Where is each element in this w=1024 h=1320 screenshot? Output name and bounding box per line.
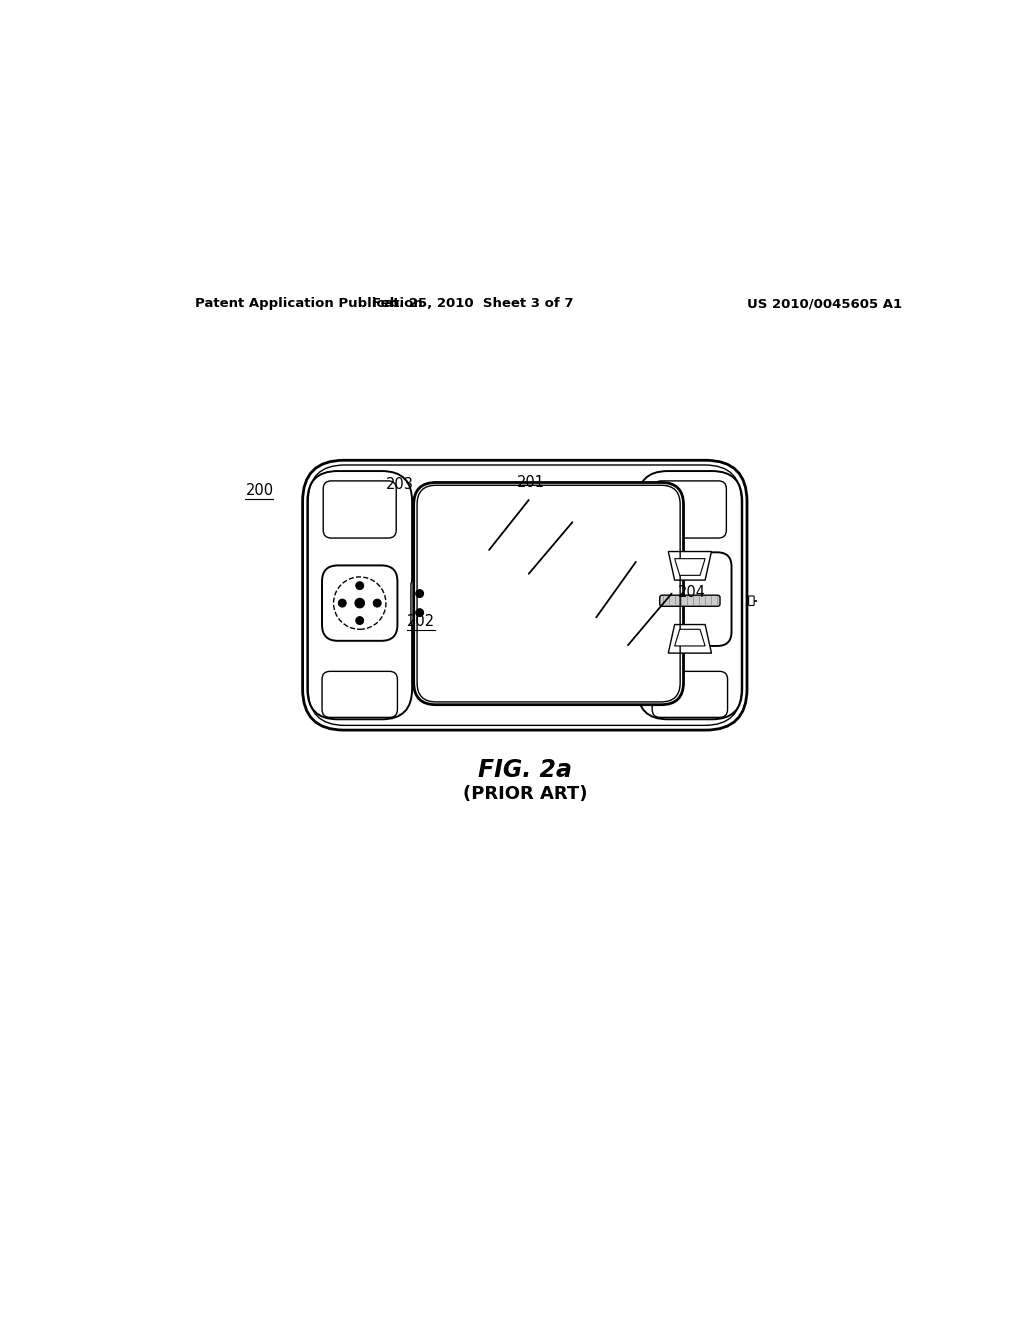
FancyBboxPatch shape (322, 565, 397, 640)
Text: Feb. 25, 2010  Sheet 3 of 7: Feb. 25, 2010 Sheet 3 of 7 (373, 297, 574, 310)
Text: (PRIOR ART): (PRIOR ART) (463, 784, 587, 803)
FancyBboxPatch shape (749, 595, 754, 606)
Circle shape (355, 616, 364, 624)
Polygon shape (669, 624, 712, 653)
Polygon shape (675, 558, 706, 576)
Polygon shape (675, 630, 706, 645)
FancyBboxPatch shape (653, 480, 726, 539)
FancyBboxPatch shape (411, 577, 428, 628)
FancyBboxPatch shape (303, 461, 748, 730)
Circle shape (355, 582, 364, 590)
Text: US 2010/0045605 A1: US 2010/0045605 A1 (748, 297, 902, 310)
Text: 201: 201 (517, 475, 545, 491)
Text: 200: 200 (246, 483, 273, 498)
Circle shape (416, 609, 424, 616)
FancyBboxPatch shape (322, 672, 397, 717)
Text: 202: 202 (408, 614, 435, 628)
FancyBboxPatch shape (652, 672, 728, 717)
FancyBboxPatch shape (414, 483, 684, 705)
Text: FIG. 2a: FIG. 2a (478, 758, 571, 781)
Circle shape (416, 590, 424, 598)
FancyBboxPatch shape (324, 480, 396, 539)
Text: 203: 203 (386, 477, 414, 492)
Polygon shape (669, 552, 712, 579)
FancyBboxPatch shape (648, 552, 731, 645)
Circle shape (373, 599, 381, 607)
Text: Patent Application Publication: Patent Application Publication (196, 297, 423, 310)
Circle shape (338, 599, 346, 607)
Circle shape (355, 598, 365, 609)
Text: 204: 204 (678, 585, 706, 599)
FancyBboxPatch shape (659, 595, 720, 606)
